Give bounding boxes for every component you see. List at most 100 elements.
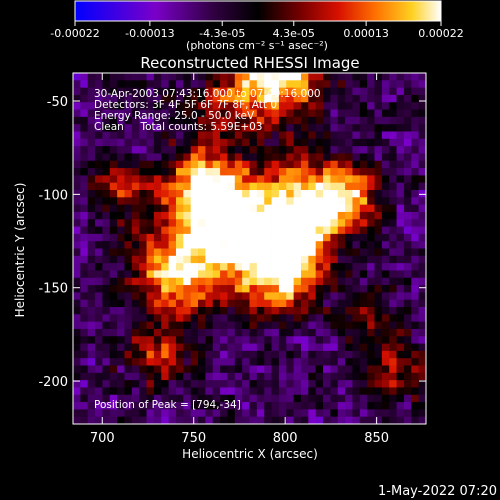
heatmap-cell	[396, 219, 405, 227]
heatmap-cell	[396, 87, 405, 96]
heatmap-cell	[345, 153, 353, 162]
heatmap-cell	[367, 255, 375, 264]
heatmap-cell	[124, 131, 133, 140]
heatmap-cell	[381, 197, 390, 206]
heatmap-cell	[352, 328, 361, 337]
heatmap-cell	[73, 124, 81, 132]
heatmap-cell	[73, 87, 81, 96]
heatmap-cell	[293, 124, 302, 132]
heatmap-cell	[87, 358, 96, 366]
heatmap-cell	[109, 182, 118, 191]
heatmap-cell	[381, 402, 390, 410]
heatmap-cell	[256, 153, 265, 162]
heatmap-cell	[315, 402, 324, 410]
heatmap-cell	[183, 160, 192, 169]
heatmap-cell	[242, 328, 250, 337]
heatmap-cell	[117, 372, 125, 381]
heatmap-cell	[264, 168, 272, 176]
heatmap-cell	[293, 211, 302, 220]
heatmap-cell	[403, 168, 412, 176]
heatmap-cell	[220, 307, 228, 315]
heatmap-cell	[308, 387, 317, 396]
heatmap-cell	[256, 241, 265, 249]
heatmap-cell	[308, 402, 317, 410]
heatmap-cell	[323, 80, 331, 89]
heatmap-cell	[234, 87, 243, 96]
heatmap-cell	[109, 343, 118, 352]
heatmap-cell	[183, 285, 192, 293]
heatmap-cell	[352, 146, 361, 154]
heatmap-cell	[117, 416, 125, 424]
heatmap-cell	[124, 263, 133, 271]
heatmap-cell	[381, 160, 390, 169]
heatmap-cell	[323, 175, 331, 184]
heatmap-cell	[330, 131, 339, 140]
heatmap-cell	[293, 365, 302, 374]
heatmap-cell	[367, 241, 375, 249]
heatmap-cell	[102, 233, 111, 242]
heatmap-cell	[411, 226, 420, 235]
heatmap-cell	[139, 263, 147, 271]
heatmap-cell	[234, 409, 243, 418]
heatmap-cell	[308, 233, 317, 242]
heatmap-cell	[278, 248, 287, 257]
heatmap-cell	[175, 116, 184, 125]
heatmap-cell	[352, 409, 361, 418]
heatmap-cell	[153, 350, 162, 359]
heatmap-cell	[146, 80, 155, 89]
heatmap-cell	[124, 153, 133, 162]
heatmap-cell	[87, 372, 96, 381]
heatmap-cell	[234, 73, 243, 81]
heatmap-cell	[168, 73, 177, 81]
heatmap-cell	[256, 211, 265, 220]
heatmap-cell	[330, 365, 339, 374]
heatmap-cell	[168, 336, 177, 344]
heatmap-cell	[256, 160, 265, 169]
heatmap-cell	[227, 153, 236, 162]
heatmap-cell	[205, 138, 214, 147]
heatmap-cell	[315, 328, 324, 337]
heatmap-cell	[95, 365, 103, 374]
heatmap-cell	[139, 285, 147, 293]
heatmap-cell	[411, 314, 420, 323]
heatmap-cell	[418, 197, 426, 206]
heatmap-cell	[308, 219, 317, 227]
heatmap-cell	[330, 336, 339, 344]
heatmap-cell	[168, 365, 177, 374]
heatmap-cell	[73, 116, 81, 125]
heatmap-cell	[242, 233, 250, 242]
heatmap-cell	[345, 336, 353, 344]
heatmap-cell	[396, 387, 405, 396]
heatmap-cell	[109, 307, 118, 315]
heatmap-cell	[271, 255, 280, 264]
heatmap-cell	[367, 372, 375, 381]
x-tick-label: 750	[181, 431, 206, 446]
heatmap-cell	[359, 394, 368, 403]
heatmap-cell	[278, 131, 287, 140]
heatmap-cell	[396, 197, 405, 206]
heatmap-cell	[87, 263, 96, 271]
heatmap-cell	[418, 270, 426, 279]
heatmap-cell	[293, 248, 302, 257]
heatmap-cell	[249, 204, 258, 213]
heatmap-cell	[212, 409, 221, 418]
heatmap-cell	[256, 248, 265, 257]
heatmap-cell	[271, 299, 280, 308]
heatmap-cell	[315, 387, 324, 396]
heatmap-cell	[330, 241, 339, 249]
heatmap-cell	[264, 219, 272, 227]
heatmap-cell	[95, 160, 103, 169]
heatmap-cell	[381, 270, 390, 279]
heatmap-cell	[418, 73, 426, 81]
heatmap-cell	[227, 365, 236, 374]
heatmap-cell	[190, 94, 199, 103]
heatmap-cell	[256, 116, 265, 125]
heatmap-cell	[381, 168, 390, 176]
heatmap-cell	[264, 255, 272, 264]
heatmap-cell	[80, 328, 89, 337]
heatmap-cell	[220, 248, 228, 257]
heatmap-cell	[264, 365, 272, 374]
heatmap-cell	[80, 343, 89, 352]
heatmap-cell	[153, 307, 162, 315]
heatmap-cell	[139, 182, 147, 191]
